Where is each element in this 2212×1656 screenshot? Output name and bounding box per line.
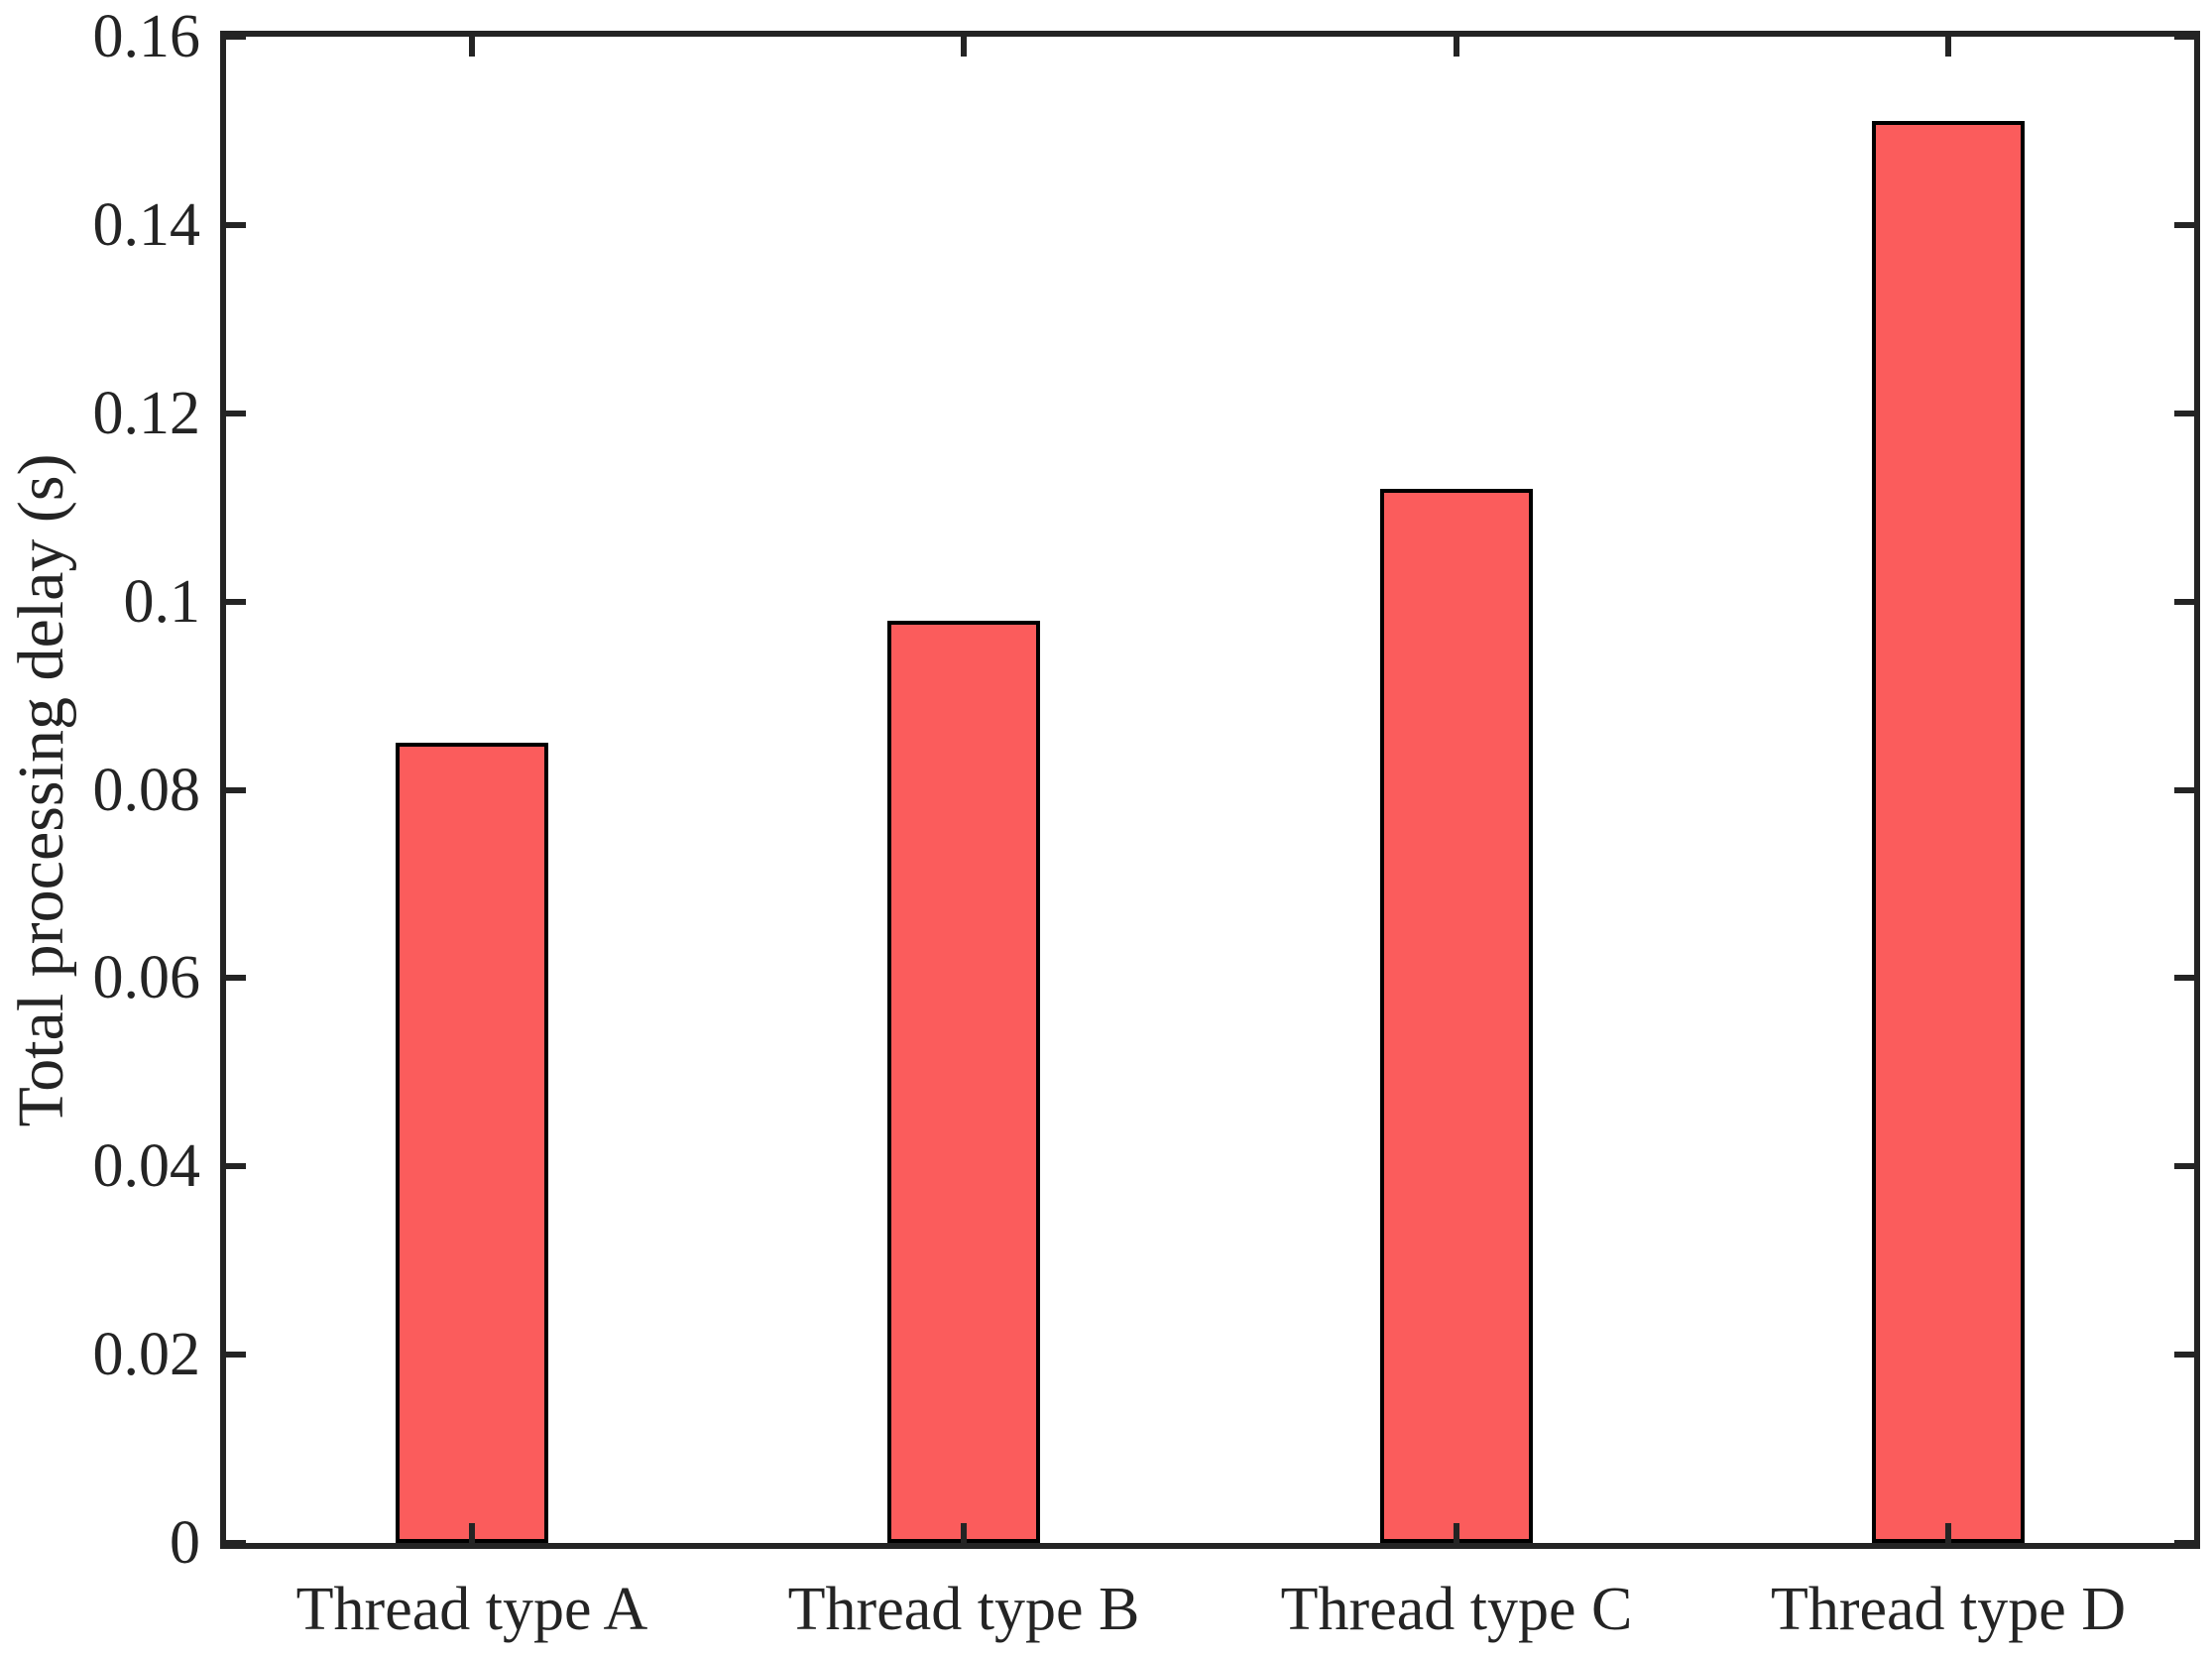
y-tick-label-0: 0 — [170, 1509, 200, 1577]
y-tick-left-4 — [226, 787, 246, 793]
y-tick-right-8 — [2174, 34, 2194, 40]
y-tick-left-2 — [226, 1163, 246, 1169]
bar-thread-type-b — [887, 621, 1040, 1543]
y-tick-label-1: 0.02 — [92, 1321, 201, 1388]
y-tick-right-1 — [2174, 1352, 2194, 1358]
x-tick-label-thread-type-c: Thread type C — [1280, 1576, 1633, 1643]
y-tick-left-8 — [226, 34, 246, 40]
y-tick-left-7 — [226, 222, 246, 228]
y-tick-label-5: 0.1 — [123, 568, 201, 636]
y-tick-label-6: 0.12 — [92, 380, 201, 447]
y-tick-label-4: 0.08 — [92, 757, 201, 824]
y-tick-left-5 — [226, 599, 246, 605]
y-tick-left-0 — [226, 1540, 246, 1546]
bar-thread-type-d — [1872, 121, 2025, 1543]
x-tick-top-thread-type-c — [1454, 37, 1459, 57]
y-tick-label-3: 0.06 — [92, 944, 201, 1011]
x-tick-label-thread-type-a: Thread type A — [295, 1576, 648, 1643]
x-tick-bottom-thread-type-a — [469, 1523, 475, 1543]
y-tick-right-7 — [2174, 222, 2194, 228]
y-tick-label-8: 0.16 — [92, 3, 201, 70]
x-tick-label-thread-type-d: Thread type D — [1770, 1576, 2127, 1643]
y-tick-left-1 — [226, 1352, 246, 1358]
x-tick-top-thread-type-b — [961, 37, 967, 57]
x-tick-bottom-thread-type-b — [961, 1523, 967, 1543]
y-tick-right-5 — [2174, 599, 2194, 605]
y-tick-label-7: 0.14 — [92, 191, 201, 259]
x-tick-top-thread-type-a — [469, 37, 475, 57]
y-tick-left-3 — [226, 975, 246, 981]
x-tick-top-thread-type-d — [1945, 37, 1951, 57]
y-tick-right-3 — [2174, 975, 2194, 981]
y-tick-right-2 — [2174, 1163, 2194, 1169]
plot-area — [220, 31, 2200, 1549]
x-tick-bottom-thread-type-d — [1945, 1523, 1951, 1543]
y-tick-right-4 — [2174, 787, 2194, 793]
y-tick-left-6 — [226, 411, 246, 416]
y-tick-right-0 — [2174, 1540, 2194, 1546]
y-tick-label-2: 0.04 — [92, 1132, 201, 1200]
bar-thread-type-a — [396, 743, 548, 1543]
y-tick-right-6 — [2174, 411, 2194, 416]
bar-thread-type-c — [1380, 489, 1533, 1543]
x-tick-bottom-thread-type-c — [1454, 1523, 1459, 1543]
x-tick-label-thread-type-b: Thread type B — [787, 1576, 1140, 1643]
